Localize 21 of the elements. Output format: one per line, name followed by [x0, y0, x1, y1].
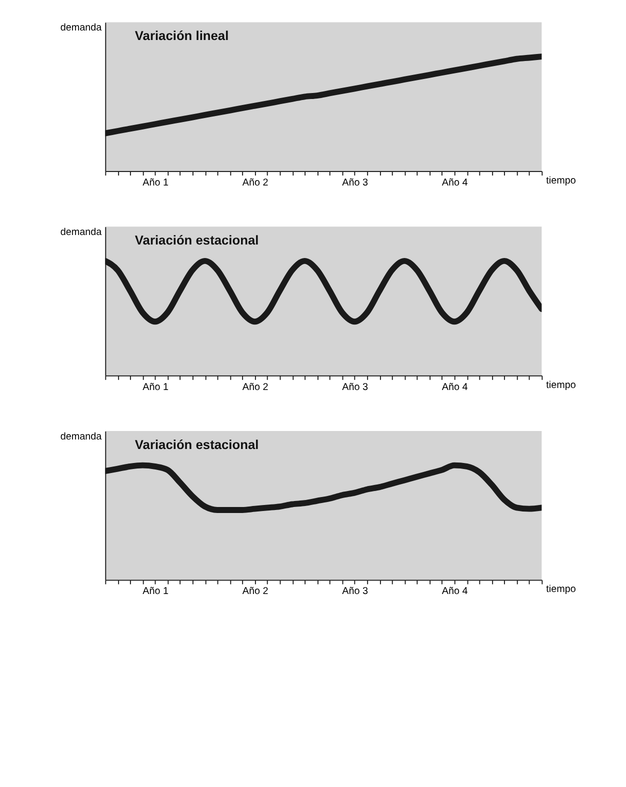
x-tick-label: Año 2	[242, 382, 269, 393]
x-tick-label: Año 1	[142, 177, 169, 188]
x-tick-label: Año 3	[342, 586, 369, 598]
x-axis-title: tiempo	[546, 380, 576, 391]
chart-title: Variación lineal	[134, 28, 229, 44]
x-tick-label: Año 4	[442, 177, 468, 188]
x-tick-label: Año 1	[142, 382, 169, 393]
x-tick-label: Año 1	[142, 586, 169, 598]
x-tick-label: Año 3	[342, 382, 369, 393]
x-tick-label: Año 2	[242, 177, 269, 188]
x-tick-label: Año 2	[242, 586, 269, 598]
x-tick-label: Año 4	[442, 586, 468, 598]
y-axis-title: demanda	[60, 227, 102, 238]
y-axis-title: demanda	[60, 431, 102, 442]
y-axis-title: demanda	[60, 22, 102, 34]
x-axis-title: tiempo	[546, 584, 576, 596]
x-tick-label: Año 3	[342, 177, 369, 188]
chart-title: Variación estacional	[134, 232, 259, 248]
x-axis-title: tiempo	[546, 175, 576, 186]
chart-title: Variación estacional	[134, 436, 259, 452]
x-tick-label: Año 4	[442, 382, 468, 393]
